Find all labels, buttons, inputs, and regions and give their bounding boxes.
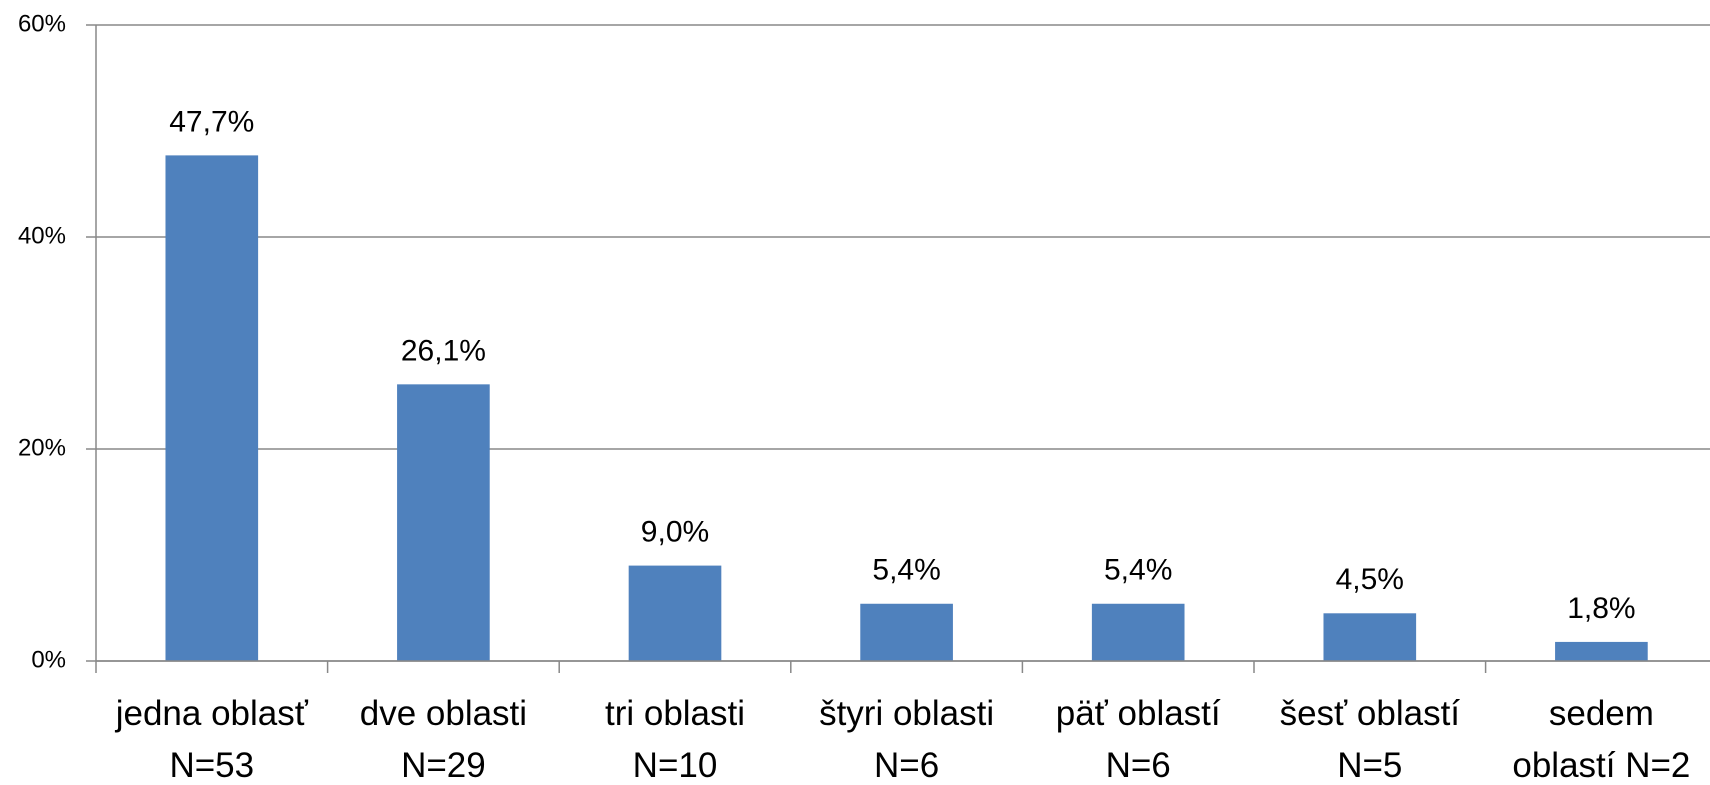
x-tick-label: sedem oblastí N=2 (1512, 694, 1690, 785)
x-tick-label: šesť oblastí N=5 (1280, 694, 1461, 785)
x-tick-label-line: sedem (1549, 694, 1654, 733)
x-tick-label: päť oblastí N=6 (1056, 694, 1221, 785)
x-tick-label-line: jedna oblasť (115, 694, 309, 733)
x-tick-label-line: oblastí N=2 (1512, 746, 1690, 785)
x-tick-label-line: N=6 (874, 746, 939, 785)
bar (1091, 603, 1185, 661)
x-tick-label-line: N=29 (401, 746, 486, 785)
data-label: 26,1% (401, 334, 486, 367)
y-tick-label: 20% (18, 434, 66, 461)
y-tick-label: 0% (31, 646, 66, 673)
x-tick-label-line: štyri oblasti (819, 694, 994, 733)
bar (628, 565, 722, 661)
y-tick-label: 40% (18, 222, 66, 249)
x-tick-label: dve oblasti N=29 (360, 694, 527, 785)
x-tick-label-line: N=53 (169, 746, 254, 785)
x-tick-label-line: N=10 (633, 746, 718, 785)
x-tick-label-line: N=6 (1106, 746, 1171, 785)
x-tick-label-line: dve oblasti (360, 694, 527, 733)
y-tick-label: 60% (18, 10, 66, 37)
bar (860, 603, 953, 661)
data-label: 4,5% (1336, 563, 1404, 596)
x-tick-label-line: šesť oblastí (1280, 694, 1461, 733)
x-tick-label-line: N=5 (1337, 746, 1402, 785)
data-label: 47,7% (169, 105, 254, 138)
x-tick-label-line: tri oblasti (605, 694, 745, 733)
data-label: 5,4% (1104, 554, 1172, 587)
bar (397, 384, 490, 661)
data-label: 5,4% (872, 554, 940, 587)
data-label: 1,8% (1567, 592, 1635, 625)
bar (1555, 641, 1648, 661)
data-label: 9,0% (641, 516, 709, 549)
bar (1323, 613, 1417, 661)
x-tick-label: tri oblasti N=10 (605, 694, 745, 785)
bar (165, 155, 259, 661)
x-tick-label: jedna oblasť N=53 (115, 694, 309, 785)
x-tick-label: štyri oblasti N=6 (819, 694, 994, 785)
x-tick-label-line: päť oblastí (1056, 694, 1221, 733)
